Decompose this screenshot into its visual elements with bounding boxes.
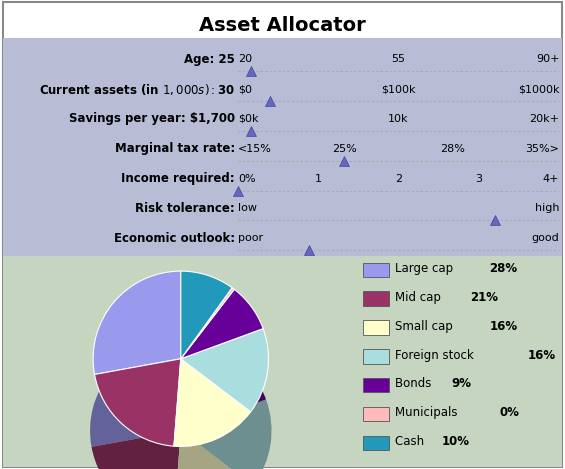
Text: poor: poor — [238, 233, 263, 243]
FancyBboxPatch shape — [363, 349, 389, 363]
Text: Municipals: Municipals — [395, 406, 461, 419]
FancyBboxPatch shape — [363, 407, 389, 421]
Text: 28%: 28% — [440, 144, 465, 154]
Text: 10%: 10% — [441, 435, 470, 448]
FancyBboxPatch shape — [363, 263, 389, 277]
Text: 25%: 25% — [332, 144, 357, 154]
FancyBboxPatch shape — [363, 320, 389, 335]
Text: <15%: <15% — [238, 144, 272, 154]
Wedge shape — [93, 271, 181, 374]
Wedge shape — [181, 359, 266, 431]
Text: $100k: $100k — [381, 84, 416, 94]
Text: 16%: 16% — [528, 348, 556, 362]
Wedge shape — [181, 271, 232, 359]
Text: Marginal tax rate:: Marginal tax rate: — [115, 142, 235, 155]
Wedge shape — [92, 431, 181, 469]
FancyBboxPatch shape — [363, 378, 389, 393]
Text: 28%: 28% — [489, 262, 518, 275]
Wedge shape — [94, 359, 181, 446]
Text: 55: 55 — [392, 54, 406, 64]
Wedge shape — [181, 400, 272, 469]
Text: high: high — [535, 204, 559, 213]
Text: 0%: 0% — [238, 174, 255, 183]
Text: 35%>: 35%> — [525, 144, 559, 154]
Wedge shape — [181, 340, 234, 431]
Text: Risk tolerance:: Risk tolerance: — [135, 202, 235, 215]
Wedge shape — [174, 359, 251, 446]
Text: 90+: 90+ — [536, 54, 559, 64]
Text: Economic outlook:: Economic outlook: — [114, 232, 235, 245]
Wedge shape — [181, 287, 234, 359]
Wedge shape — [181, 289, 263, 359]
Text: Mid cap: Mid cap — [395, 291, 445, 304]
Text: Savings per year: $1,700: Savings per year: $1,700 — [69, 113, 235, 125]
Text: Large cap: Large cap — [395, 262, 457, 275]
Text: 3: 3 — [476, 174, 483, 183]
Text: 20k+: 20k+ — [529, 114, 559, 124]
Text: Bonds: Bonds — [395, 378, 435, 390]
Text: 2: 2 — [395, 174, 402, 183]
Text: 0%: 0% — [499, 406, 519, 419]
Text: 21%: 21% — [470, 291, 498, 304]
Text: Cash: Cash — [395, 435, 428, 448]
Text: Small cap: Small cap — [395, 320, 457, 333]
Text: Asset Allocator: Asset Allocator — [199, 16, 366, 36]
Text: $0k: $0k — [238, 114, 258, 124]
Text: Foreign stock: Foreign stock — [395, 348, 477, 362]
Wedge shape — [181, 329, 268, 412]
Wedge shape — [181, 357, 236, 431]
Wedge shape — [173, 431, 253, 469]
Text: 20: 20 — [238, 54, 252, 64]
Text: $1000k: $1000k — [518, 84, 559, 94]
Text: Income required:: Income required: — [121, 172, 235, 185]
Text: $0: $0 — [238, 84, 252, 94]
Text: 9%: 9% — [451, 378, 471, 390]
Text: low: low — [238, 204, 257, 213]
Text: Current assets (in $1,000s): $30: Current assets (in $1,000s): $30 — [39, 82, 235, 97]
Text: 16%: 16% — [489, 320, 518, 333]
Text: good: good — [532, 233, 559, 243]
Text: 4+: 4+ — [543, 174, 559, 183]
Text: 10k: 10k — [388, 114, 409, 124]
FancyBboxPatch shape — [363, 436, 389, 450]
Wedge shape — [90, 340, 181, 447]
Text: Age: 25: Age: 25 — [184, 53, 235, 66]
Text: 1: 1 — [315, 174, 321, 183]
FancyBboxPatch shape — [363, 291, 389, 306]
